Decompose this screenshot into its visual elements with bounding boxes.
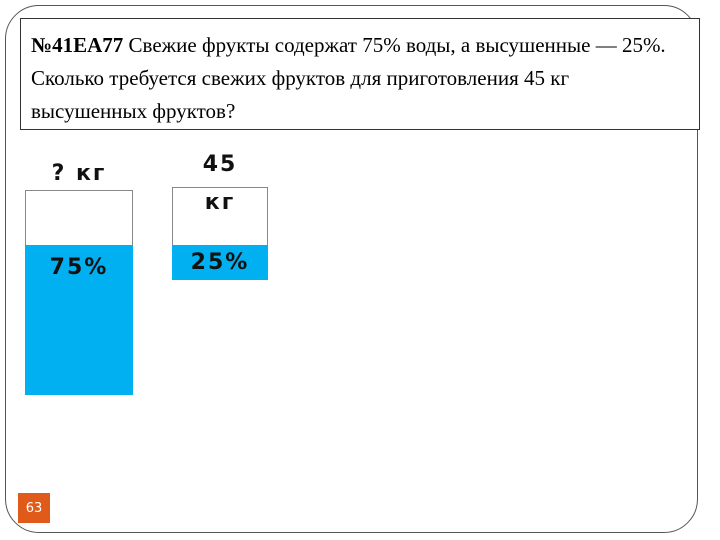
slide-frame [5,5,698,533]
left-label: ? кг [51,161,107,186]
left-water-part: 75% [25,245,133,395]
left-dry-part [25,190,133,246]
page-number: 63 [18,493,50,523]
right-water-label: 25% [190,250,250,275]
right-water-part: 25% [172,245,268,280]
left-water-label: 75% [49,255,109,280]
problem-box: №41ЕА77 Свежие фрукты содержат 75% воды,… [20,18,700,130]
problem-code: №41ЕА77 [31,33,124,57]
problem-text: Свежие фрукты содержат 75% воды, а высуш… [31,33,666,123]
right-label: 45 кг [202,152,238,215]
